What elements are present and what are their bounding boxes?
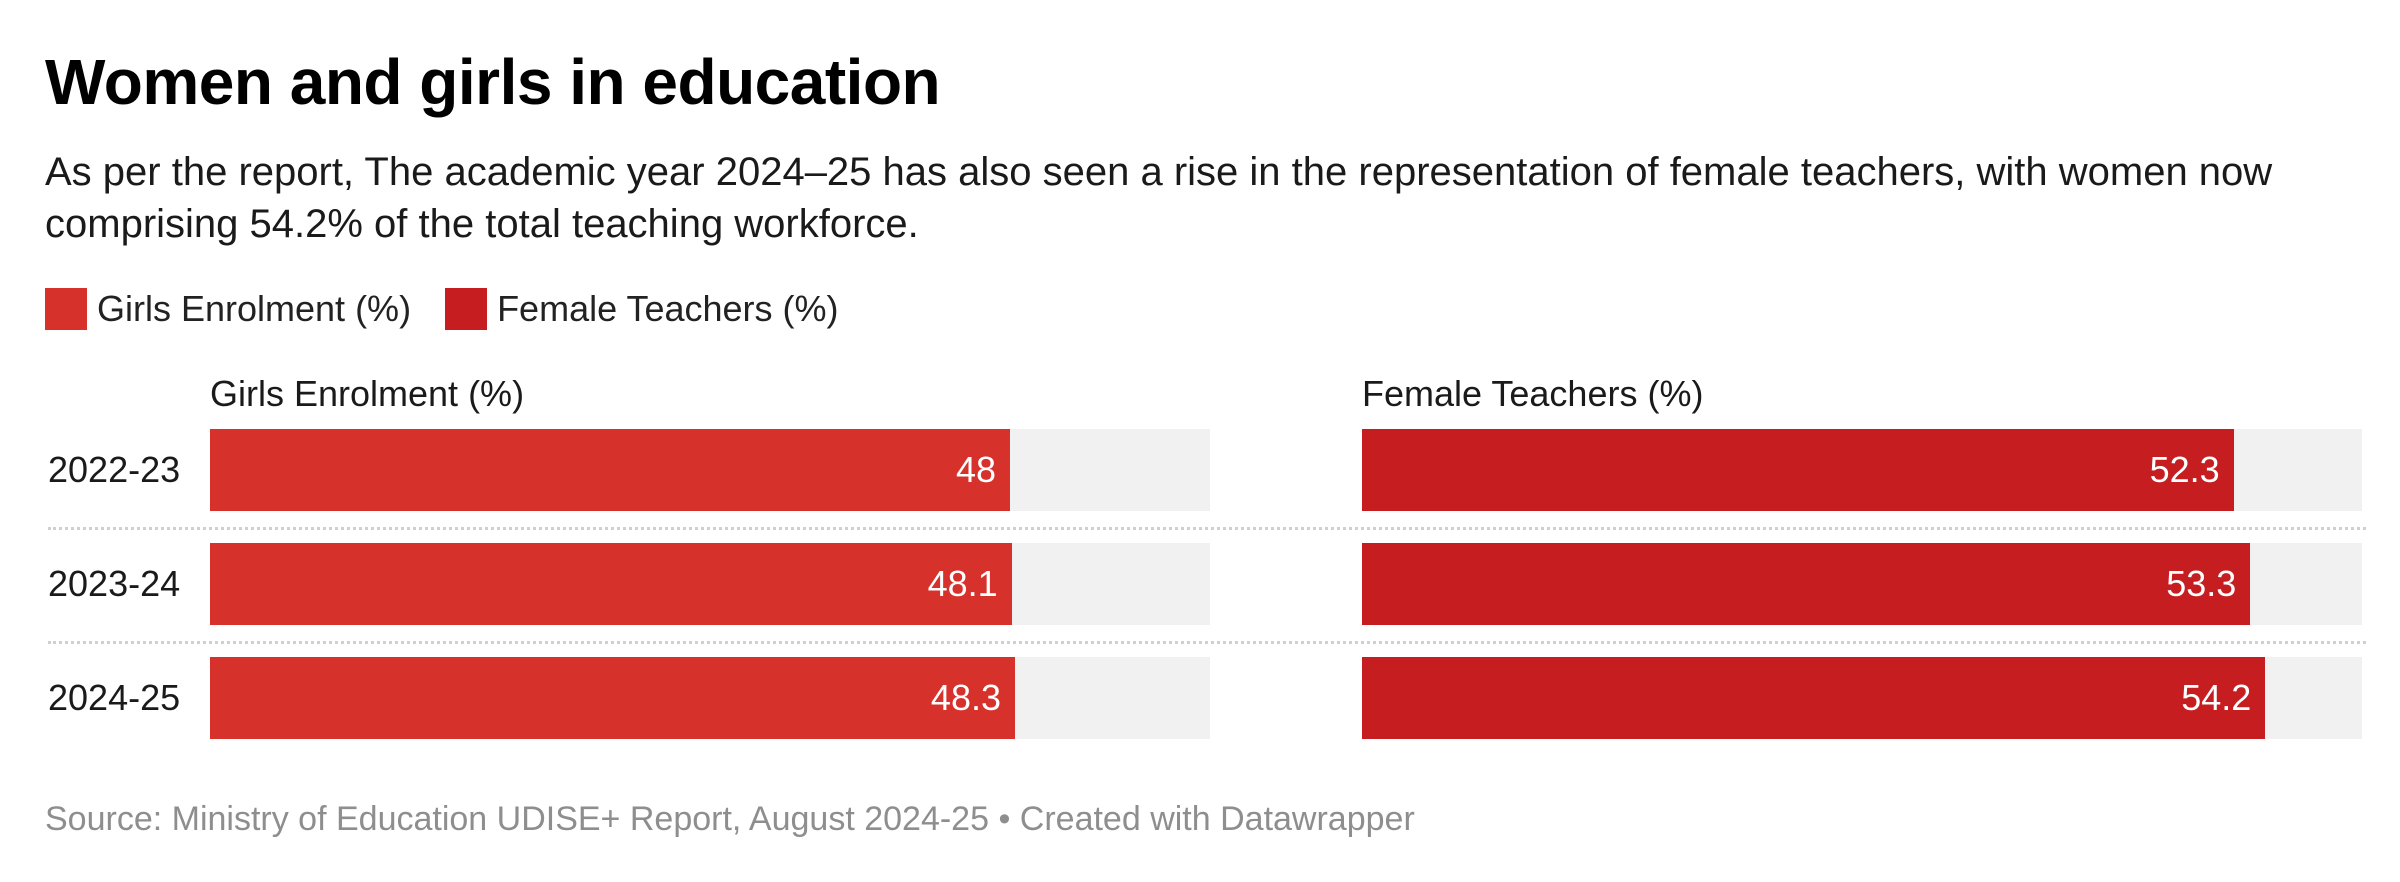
- legend-label-female-teachers: Female Teachers (%): [497, 288, 839, 329]
- bar-value-label: 48: [955, 449, 996, 490]
- legend-label-girls-enrolment: Girls Enrolment (%): [97, 288, 412, 329]
- legend-item-girls-enrolment: Girls Enrolment (%): [45, 287, 411, 331]
- bar-female-teachers-2024-25: 54.2: [1362, 657, 2266, 739]
- bar-track-girls-enrolment-2023-24: 48.1: [210, 543, 1210, 625]
- bar-girls-enrolment-2023-24: 48.1: [210, 543, 1012, 625]
- bar-female-teachers-2022-23: 52.3: [1362, 429, 2234, 511]
- chart-title: Women and girls in education: [45, 46, 941, 118]
- row-label-2022-23: 2022-23: [48, 449, 181, 490]
- bar-value-label: 53.3: [2166, 563, 2237, 604]
- bar-track-female-teachers-2022-23: 52.3: [1362, 429, 2362, 511]
- legend-swatch-girls-enrolment: [45, 288, 87, 330]
- bar-value-label: 54.2: [2181, 677, 2252, 718]
- panel-title-female-teachers: Female Teachers (%): [1362, 373, 1704, 414]
- bar-track-girls-enrolment-2024-25: 48.3: [210, 657, 1210, 739]
- legend: Girls Enrolment (%) Female Teachers (%): [45, 287, 873, 331]
- row-label-2023-24: 2023-24: [48, 563, 181, 604]
- bar-value-label: 48.1: [927, 563, 998, 604]
- bar-track-girls-enrolment-2022-23: 48: [210, 429, 1210, 511]
- legend-swatch-female-teachers: [445, 288, 488, 330]
- bar-track-female-teachers-2023-24: 53.3: [1362, 543, 2362, 625]
- row-label-2024-25: 2024-25: [48, 677, 181, 718]
- bar-girls-enrolment-2024-25: 48.3: [210, 657, 1015, 739]
- bar-value-label: 48.3: [930, 677, 1001, 718]
- source-footer: Source: Ministry of Education UDISE+ Rep…: [45, 800, 1415, 838]
- panel-title-girls-enrolment: Girls Enrolment (%): [210, 373, 525, 414]
- chart-subtitle: As per the report, The academic year 202…: [45, 150, 2273, 246]
- row-separator: [48, 641, 2366, 644]
- bar-girls-enrolment-2022-23: 48: [210, 429, 1010, 511]
- bar-value-label: 52.3: [2149, 449, 2220, 490]
- bar-female-teachers-2023-24: 53.3: [1362, 543, 2251, 625]
- row-separator: [48, 527, 2366, 530]
- legend-item-female-teachers: Female Teachers (%): [445, 287, 839, 331]
- bar-track-female-teachers-2024-25: 54.2: [1362, 657, 2362, 739]
